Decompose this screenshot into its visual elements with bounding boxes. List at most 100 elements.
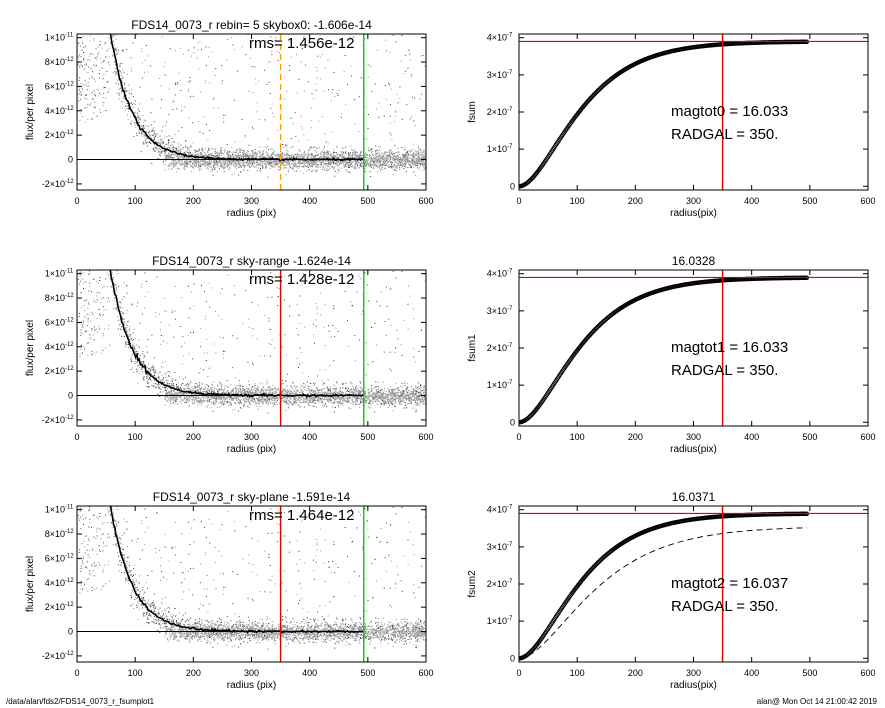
scatter-point: [181, 363, 183, 365]
scatter-point: [409, 166, 411, 168]
scatter-point: [248, 164, 250, 166]
scatter-point: [315, 399, 317, 401]
scatter-point: [87, 85, 89, 87]
scatter-point: [382, 158, 384, 160]
scatter-point: [142, 77, 143, 79]
scatter-point: [416, 150, 418, 153]
scatter-point: [391, 161, 393, 163]
scatter-point: [348, 152, 349, 154]
scatter-point: [187, 91, 189, 92]
scatter-point: [165, 158, 167, 160]
scatter-point: [101, 47, 103, 49]
scatter-point: [224, 160, 226, 162]
scatter-point: [410, 162, 412, 164]
scatter-point: [288, 171, 289, 173]
scatter-point: [268, 161, 269, 163]
scatter-point: [229, 162, 231, 164]
scatter-point: [230, 156, 232, 158]
scatter-point: [117, 52, 119, 54]
scatter-point: [155, 146, 157, 148]
scatter-point: [358, 154, 361, 156]
scatter-point: [134, 100, 136, 102]
scatter-point: [405, 155, 407, 157]
scatter-point: [240, 166, 242, 168]
scatter-point: [393, 155, 395, 157]
scatter-point: [174, 157, 176, 159]
scatter-point: [164, 153, 166, 155]
scatter-point: [325, 152, 327, 154]
scatter-point: [406, 159, 408, 161]
scatter-point: [279, 169, 281, 171]
x-tick-label: 200: [628, 196, 643, 206]
scatter-point: [421, 157, 423, 159]
scatter-point: [223, 121, 225, 123]
scatter-point: [325, 141, 327, 143]
scatter-point: [259, 119, 261, 121]
scatter-point: [409, 156, 411, 158]
scatter-point: [353, 159, 355, 161]
scatter-point: [421, 154, 423, 155]
scatter-point: [265, 163, 267, 165]
scatter-point: [223, 162, 225, 165]
scatter-point: [241, 155, 243, 157]
scatter-point: [193, 157, 196, 159]
scatter-point: [238, 166, 240, 168]
scatter-point: [294, 163, 296, 164]
scatter-point: [185, 140, 187, 142]
scatter-point: [219, 388, 221, 390]
scatter-point: [384, 157, 386, 159]
scatter-point: [160, 141, 162, 143]
scatter-point: [192, 95, 194, 97]
scatter-point: [359, 164, 361, 165]
x-tick-label: 600: [860, 196, 875, 206]
scatter-point: [296, 92, 298, 94]
scatter-point: [159, 154, 161, 156]
scatter-point: [251, 65, 253, 67]
scatter-point: [207, 168, 209, 170]
scatter-point: [226, 150, 228, 152]
scatter-point: [304, 90, 306, 92]
scatter-point: [370, 148, 372, 150]
scatter-point: [390, 156, 392, 158]
scatter-point: [138, 121, 140, 123]
scatter-point: [201, 157, 203, 159]
scatter-point: [371, 153, 373, 155]
scatter-point: [344, 156, 346, 158]
scatter-point: [141, 132, 143, 134]
scatter-point: [423, 150, 425, 152]
scatter-point: [413, 158, 415, 160]
scatter-point: [230, 157, 232, 159]
scatter-point: [323, 148, 325, 150]
scatter-point: [316, 154, 318, 156]
scatter-point: [134, 111, 136, 113]
scatter-point: [181, 127, 183, 129]
scatter-point: [191, 166, 193, 168]
scatter-point: [85, 94, 87, 96]
scatter-point: [333, 167, 335, 170]
scatter-point: [361, 166, 363, 168]
scatter-point: [280, 347, 282, 349]
scatter-point: [277, 161, 279, 163]
scatter-point: [283, 157, 285, 159]
scatter-point: [103, 93, 105, 95]
scatter-point: [350, 145, 352, 147]
scatter-point: [221, 389, 223, 390]
scatter-point: [285, 145, 287, 147]
scatter-point: [344, 151, 346, 153]
scatter-point: [238, 410, 240, 412]
scatter-point: [164, 169, 166, 171]
scatter-point: [154, 135, 156, 137]
scatter-point: [312, 154, 314, 156]
scatter-point: [301, 402, 303, 404]
scatter-point: [248, 326, 250, 328]
scatter-point: [227, 159, 229, 161]
scatter-point: [132, 96, 134, 98]
scatter-point: [397, 102, 399, 104]
scatter-point: [223, 167, 225, 169]
scatter-point: [152, 128, 154, 130]
scatter-point: [91, 92, 93, 94]
scatter-point: [87, 308, 89, 309]
scatter-point: [250, 165, 252, 167]
scatter-point: [243, 150, 245, 152]
x-tick-label: 400: [302, 196, 317, 206]
